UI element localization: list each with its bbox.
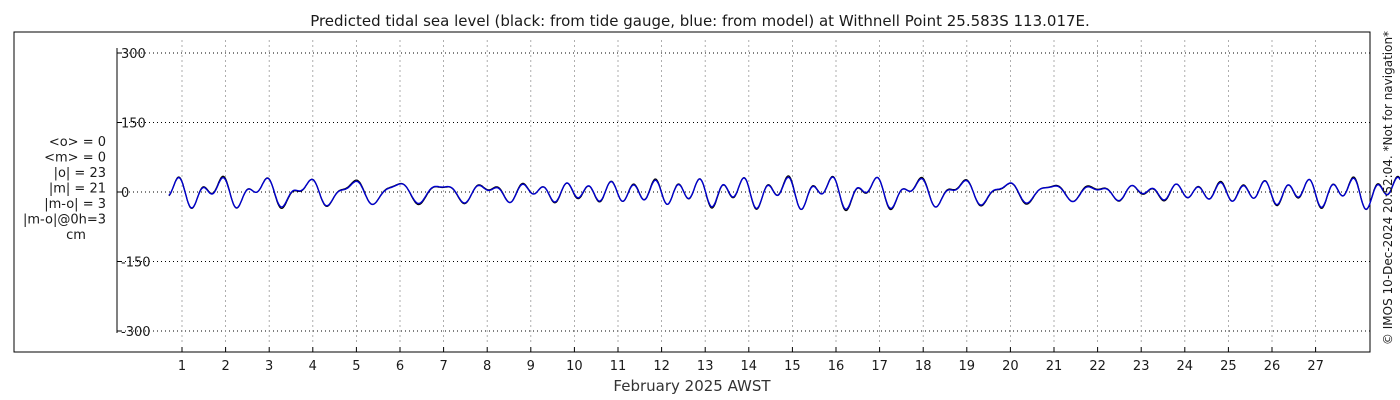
y-tick-label: -150: [121, 256, 151, 271]
stat-line: |m-o|@0h=3: [23, 213, 106, 228]
x-tick-label: 15: [784, 359, 801, 374]
y-tick-label: 0: [121, 186, 129, 201]
x-tick-label: 8: [483, 359, 491, 374]
x-tick-label: 2: [221, 359, 229, 374]
x-tick-label: 5: [352, 359, 360, 374]
x-tick-label: 1: [178, 359, 186, 374]
y-tick-label: -300: [121, 325, 151, 340]
x-tick-label: 23: [1133, 359, 1150, 374]
x-tick-label: 14: [741, 359, 758, 374]
x-tick-label: 11: [610, 359, 627, 374]
x-tick-label: 24: [1177, 359, 1194, 374]
x-tick-label: 19: [959, 359, 976, 374]
y-tick-label: 300: [121, 47, 146, 62]
x-tick-label: 26: [1264, 359, 1281, 374]
stat-line: |o| = 23: [54, 166, 106, 181]
x-tick-label: 13: [697, 359, 714, 374]
credit-text: © IMOS 10-Dec-2024 20:52:04. *Not for na…: [1381, 31, 1395, 345]
series-layer: [168, 175, 1400, 212]
x-tick-label: 20: [1002, 359, 1019, 374]
model-series-line: [168, 176, 1400, 211]
x-tick-label: 12: [653, 359, 670, 374]
x-tick-label: 6: [396, 359, 404, 374]
stat-line: |m-o| = 3: [44, 197, 106, 212]
x-tick-label: 17: [871, 359, 888, 374]
x-axis-label: February 2025 AWST: [613, 377, 771, 395]
x-tick-label: 4: [309, 359, 317, 374]
x-tick-label: 7: [439, 359, 447, 374]
stat-line: |m| = 21: [49, 182, 106, 197]
x-tick-label: 16: [828, 359, 845, 374]
chart-title: Predicted tidal sea level (black: from t…: [310, 12, 1090, 30]
stat-line: cm: [66, 228, 86, 243]
x-tick-label: 9: [527, 359, 535, 374]
x-tick-label: 10: [566, 359, 583, 374]
stats-block: <o> = 0<m> = 0|o| = 23|m| = 21|m-o| = 3|…: [23, 135, 106, 243]
x-tick-label: 25: [1220, 359, 1237, 374]
x-tick-label: 21: [1046, 359, 1063, 374]
x-tick-label: 27: [1307, 359, 1324, 374]
stat-line: <o> = 0: [49, 135, 106, 150]
x-tick-label: 22: [1089, 359, 1106, 374]
y-tick-label: 150: [121, 117, 146, 132]
x-tick-label: 3: [265, 359, 273, 374]
stat-line: <m> = 0: [44, 151, 106, 166]
x-tick-label: 18: [915, 359, 932, 374]
